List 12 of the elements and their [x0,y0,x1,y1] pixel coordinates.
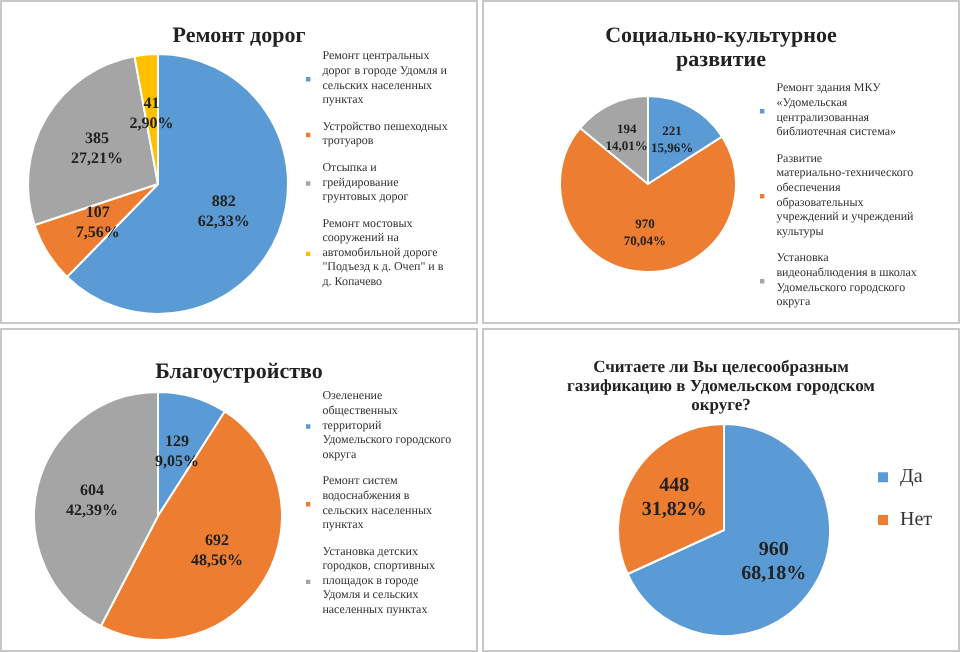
legend-label: Нет [900,508,934,531]
data-label: 448 31,82% [641,475,707,522]
text: Благоустройство [155,360,324,384]
data-label: 385 27,21% [70,128,123,167]
chart-title: Считаете ли Вы целесообразным газификацию в Удомельском городском округе? [567,355,876,414]
data-label: 882 62,33% [197,191,250,230]
text: Социально-культурное развитие [605,24,838,72]
data-label: 604 42,39% [65,480,118,519]
legend-label: Да [900,466,924,489]
data-label: 692 48,56% [190,531,243,569]
text: Ремонт дорог [172,24,306,48]
data-label: 960 68,18% [741,538,807,585]
